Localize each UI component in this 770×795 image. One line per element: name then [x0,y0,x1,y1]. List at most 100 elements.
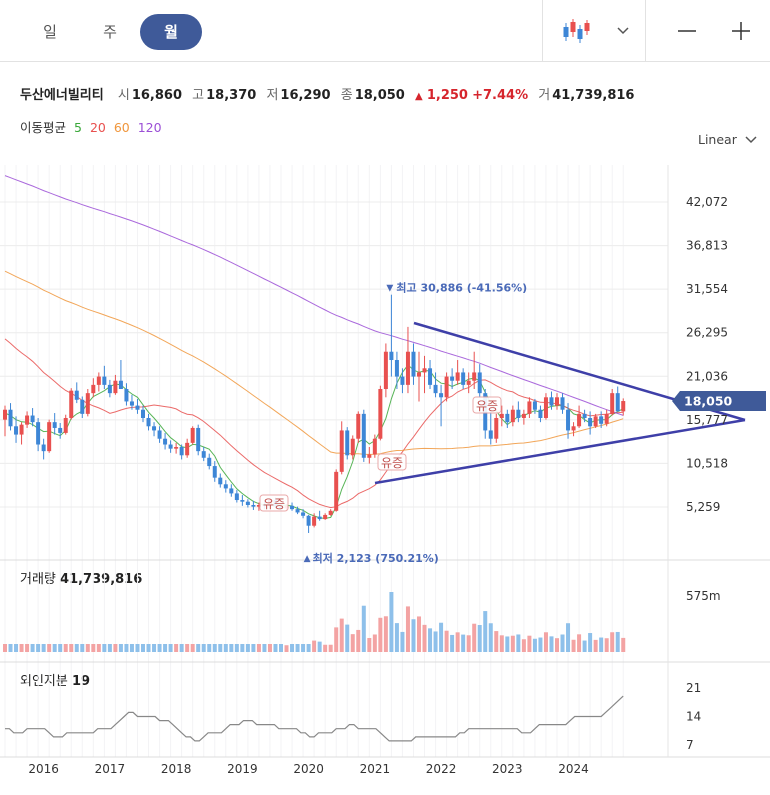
chart-type-button[interactable] [548,0,602,62]
zoom-out-button[interactable] [664,0,710,62]
candle-body [152,426,157,431]
volume-label: 거 [538,88,551,103]
volume-bar [185,644,190,652]
candle-body [69,390,74,419]
volume-bar [218,644,223,652]
min-marker-icon: ▲ [304,554,311,564]
time-axis-tick-label: 2023 [492,762,523,776]
volume-bar [168,644,173,652]
rights-offering-badge [472,396,502,414]
volume-latest-value: 41,739,816 [60,572,143,587]
volume-bar [604,638,609,652]
candle-body [185,442,190,456]
volume-bar [174,644,179,652]
candle-body [538,409,543,419]
ma-20-line [4,338,624,509]
trendline-lower [374,418,746,485]
volume-bar [428,628,433,652]
price-axis-tick-label: 36,813 [686,239,728,253]
candle-body [306,515,311,526]
price-axis-tick-label: 15,777 [686,413,728,427]
scale-mode-dropdown[interactable]: Linear [698,132,757,147]
volume-bar [273,644,278,652]
volume-bar [267,644,272,652]
time-axis-tick-label: 2016 [28,762,59,776]
zoom-in-button[interactable] [718,0,764,62]
candle-body [218,477,223,485]
volume-bar [201,644,206,652]
tab-monthly[interactable]: 월 [140,14,202,50]
moving-average-legend[interactable]: 이동평균 5 20 60 120 [20,117,166,136]
volume-bar [69,644,74,652]
candle-body [532,401,537,410]
candle-body [400,376,405,385]
min-price-annotation: 최저 2,123 (750.21%) [313,551,439,565]
candle-body [25,415,30,425]
candle-body [295,509,300,513]
candle-body [356,413,361,439]
rights-offering-badge [377,453,407,471]
volume-bar [312,640,317,652]
volume-bar [3,644,7,652]
volume-bar [378,617,383,652]
volume-bar [543,632,548,652]
candle-body [433,384,438,394]
candle-body [179,447,184,456]
volume-bar [339,618,344,652]
volume-bar [8,644,13,652]
foreign-ownership-latest-value: 19 [71,674,91,689]
candle-body [118,380,123,390]
volume-bar [394,623,399,652]
volume-bar [157,644,162,652]
time-axis-tick-label: 2021 [360,762,391,776]
price-axis-tick-label: 31,554 [686,282,728,296]
candle-body [163,438,168,445]
candle-body [621,401,626,412]
candle-body [8,409,13,427]
candle-body [599,416,604,424]
volume-bar [207,644,212,652]
candle-body [113,380,118,394]
volume-bar [251,644,256,652]
candle-body [157,430,162,439]
candle-body [290,505,295,510]
candle-body [582,413,587,419]
candle-body [461,372,466,385]
volume-bar [472,623,477,652]
candle-body [129,401,134,406]
candle-body [367,454,372,458]
volume-bar [516,634,521,652]
open-value: 16,860 [131,88,183,103]
candle-body [361,413,366,458]
candle-body [47,422,52,452]
chart-type-dropdown[interactable] [608,0,638,62]
volume-bar [411,619,416,652]
candle-body [345,430,350,456]
low-label: 저 [266,88,279,103]
ma-5: 5 [74,120,82,135]
candle-body [223,484,228,489]
candle-body [516,409,521,419]
tab-weekly[interactable]: 주 [103,23,117,41]
candle-body [334,471,339,511]
volume-bar [566,623,571,652]
rights-offering-label: 유증 [381,456,403,470]
foreign-ownership-axis-tick-label: 21 [686,681,701,695]
volume-bar [582,640,587,652]
volume-bar [163,644,168,652]
candle-body [317,516,322,520]
candle-body [212,466,217,478]
time-axis-tick-label: 2022 [426,762,457,776]
volume-bar [240,644,245,652]
volume-bar [350,634,355,652]
volume-bar [146,644,151,652]
candle-body [80,399,85,414]
volume-bar [439,622,444,652]
tab-daily[interactable]: 일 [43,23,57,41]
candle-body [229,488,234,494]
foreign-ownership-line [5,695,624,742]
max-price-annotation: 최고 30,886 (-41.56%) [396,281,527,295]
volume-bar [52,644,57,652]
change-arrow-icon: ▲ [415,91,423,102]
